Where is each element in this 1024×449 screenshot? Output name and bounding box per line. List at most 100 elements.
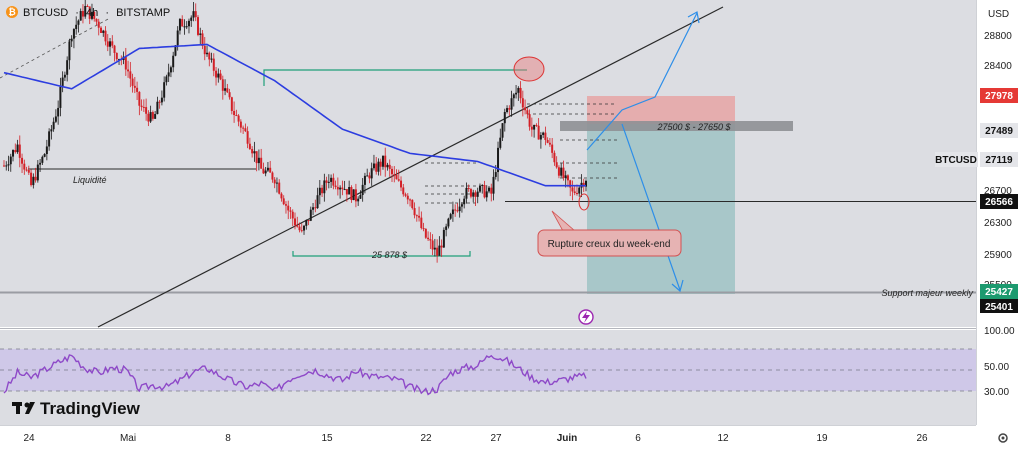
candle-body[interactable] (305, 220, 308, 226)
candle-body[interactable] (555, 162, 558, 168)
candle-body[interactable] (476, 191, 479, 197)
callout-box[interactable] (537, 229, 682, 257)
moving-average-line[interactable] (3, 43, 586, 187)
candle-body[interactable] (187, 20, 190, 27)
candle-body[interactable] (54, 116, 57, 122)
candle-body[interactable] (465, 187, 468, 199)
candle-body[interactable] (343, 189, 346, 191)
candle-body[interactable] (192, 11, 195, 18)
candle-body[interactable] (246, 131, 249, 144)
candle-body[interactable] (303, 225, 306, 231)
candle-body[interactable] (284, 204, 287, 206)
candle-body[interactable] (185, 26, 188, 28)
candle-body[interactable] (334, 185, 337, 187)
settings-icon[interactable] (998, 433, 1008, 443)
candle-body[interactable] (233, 110, 236, 116)
candle-body[interactable] (481, 184, 484, 186)
candle-body[interactable] (413, 208, 416, 216)
candle-body[interactable] (469, 189, 472, 197)
candle-body[interactable] (445, 226, 448, 230)
candle-body[interactable] (474, 192, 477, 197)
candle-body[interactable] (571, 187, 574, 192)
candle-body[interactable] (16, 144, 19, 153)
candle-body[interactable] (512, 94, 515, 99)
candle-body[interactable] (154, 114, 157, 119)
candle-body[interactable] (339, 187, 342, 190)
candle-body[interactable] (309, 209, 312, 221)
candle-body[interactable] (48, 131, 51, 147)
candle-body[interactable] (136, 87, 139, 92)
candle-body[interactable] (440, 245, 443, 248)
candle-body[interactable] (61, 77, 64, 87)
candle-body[interactable] (235, 115, 238, 117)
candle-body[interactable] (271, 172, 274, 180)
candle-body[interactable] (253, 151, 256, 154)
candle-body[interactable] (199, 33, 202, 35)
candle-body[interactable] (140, 105, 143, 107)
candle-body[interactable] (499, 137, 502, 148)
old-trendline[interactable] (0, 17, 111, 79)
candle-body[interactable] (402, 187, 405, 195)
candle-body[interactable] (431, 240, 434, 250)
candle-body[interactable] (21, 157, 24, 164)
target-zone[interactable] (587, 124, 735, 294)
candle-body[interactable] (52, 121, 55, 130)
candle-body[interactable] (323, 180, 326, 194)
candle-body[interactable] (27, 170, 30, 173)
candle-body[interactable] (113, 45, 116, 53)
candle-body[interactable] (251, 149, 254, 154)
candle-body[interactable] (300, 230, 303, 232)
candles[interactable] (3, 0, 587, 263)
candle-body[interactable] (406, 195, 409, 200)
candle-body[interactable] (77, 20, 80, 25)
candle-body[interactable] (544, 132, 547, 140)
rsi-axis[interactable]: 100.00 50.00 30.00 (984, 326, 1015, 398)
candle-body[interactable] (239, 121, 242, 128)
candle-body[interactable] (501, 123, 504, 138)
candle-body[interactable] (68, 41, 71, 61)
candle-body[interactable] (100, 27, 102, 33)
candle-body[interactable] (467, 187, 470, 190)
candle-body[interactable] (194, 11, 197, 18)
candle-body[interactable] (127, 69, 130, 72)
candle-body[interactable] (521, 98, 524, 108)
candle-body[interactable] (449, 214, 452, 219)
candle-body[interactable] (109, 41, 112, 47)
candle-body[interactable] (147, 113, 150, 122)
candle-body[interactable] (183, 26, 186, 28)
candle-body[interactable] (386, 164, 389, 168)
candle-body[interactable] (248, 143, 251, 150)
rsi-line[interactable] (3, 354, 587, 396)
candle-body[interactable] (429, 239, 432, 241)
candle-body[interactable] (585, 180, 587, 187)
candle-body[interactable] (485, 191, 488, 198)
candle-body[interactable] (519, 87, 522, 99)
bearish-projection[interactable] (621, 123, 684, 293)
candle-body[interactable] (366, 175, 369, 177)
candle-body[interactable] (244, 128, 247, 132)
candle-body[interactable] (30, 172, 33, 186)
candle-body[interactable] (546, 139, 549, 143)
candle-body[interactable] (181, 19, 184, 27)
candle-body[interactable] (307, 220, 310, 222)
candle-body[interactable] (354, 189, 357, 202)
candle-body[interactable] (409, 199, 412, 201)
candle-body[interactable] (395, 175, 398, 180)
candle-body[interactable] (361, 184, 364, 196)
candle-body[interactable] (348, 186, 351, 195)
candle-body[interactable] (262, 168, 265, 174)
candle-body[interactable] (208, 52, 211, 60)
candle-body[interactable] (18, 144, 21, 158)
top-highlight[interactable] (513, 56, 545, 82)
candle-body[interactable] (165, 76, 168, 83)
candle-body[interactable] (84, 6, 87, 17)
candle-body[interactable] (533, 124, 536, 130)
ascending-trendline[interactable] (97, 6, 724, 328)
candle-body[interactable] (497, 147, 500, 173)
candle-body[interactable] (3, 165, 5, 167)
resistance-band[interactable] (560, 121, 793, 131)
candle-body[interactable] (59, 86, 62, 108)
candle-body[interactable] (291, 211, 294, 219)
candle-body[interactable] (427, 237, 430, 240)
candle-body[interactable] (174, 45, 177, 56)
